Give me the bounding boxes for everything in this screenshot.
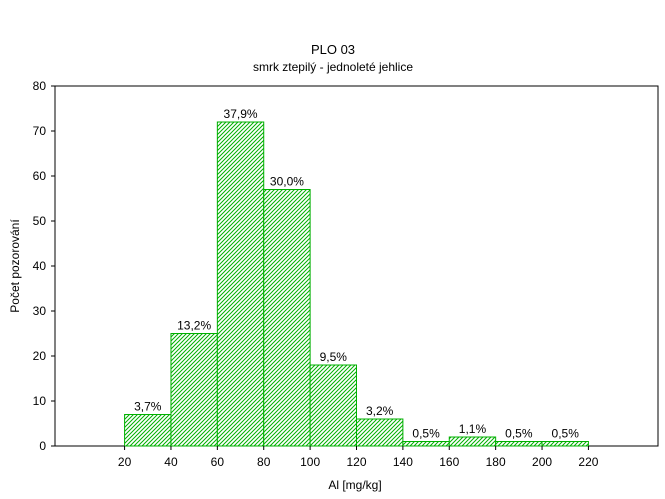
- histogram-bar: [356, 418, 404, 447]
- x-tick-label: 180: [486, 455, 506, 469]
- y-axis-label: Počet pozorování: [8, 219, 22, 313]
- y-tick-label: 0: [39, 439, 46, 453]
- bar-percent-label: 3,2%: [366, 404, 394, 418]
- x-tick-label: 20: [118, 455, 132, 469]
- y-tick-label: 80: [33, 79, 47, 93]
- bar-percent-label: 0,5%: [412, 427, 440, 441]
- histogram-bar: [170, 333, 218, 447]
- x-tick-label: 40: [164, 455, 178, 469]
- y-tick-label: 70: [33, 124, 47, 138]
- x-tick-label: 160: [439, 455, 459, 469]
- bar-percent-label: 0,5%: [505, 427, 533, 441]
- bar-percent-label: 1,1%: [459, 422, 487, 436]
- y-tick-label: 10: [33, 394, 47, 408]
- histogram-bar: [448, 436, 497, 447]
- y-tick-label: 60: [33, 169, 47, 183]
- x-axis: 20 40 60 80 100 120 140 160 180 200 220: [118, 446, 599, 469]
- histogram-bar: [216, 121, 265, 447]
- histogram-bar: [124, 414, 172, 447]
- x-tick-label: 140: [393, 455, 413, 469]
- y-tick-label: 40: [33, 259, 47, 273]
- histogram-bar: [495, 441, 543, 447]
- bars-group: [124, 121, 589, 447]
- histogram-bar: [309, 364, 358, 447]
- bar-percent-label: 0,5%: [552, 427, 580, 441]
- chart-subtitle: smrk ztepilý - jednoleté jehlice: [253, 60, 413, 74]
- y-tick-label: 20: [33, 349, 47, 363]
- y-tick-label: 50: [33, 214, 47, 228]
- y-axis: 0 10 20 30 40 50 60 70 80: [33, 79, 55, 453]
- chart-title: PLO 03: [311, 42, 355, 57]
- bar-percent-label: 30,0%: [270, 175, 304, 189]
- y-tick-label: 30: [33, 304, 47, 318]
- histogram-bar: [402, 441, 450, 447]
- bar-percent-label: 3,7%: [134, 400, 162, 414]
- x-tick-label: 100: [300, 455, 320, 469]
- x-tick-label: 60: [211, 455, 225, 469]
- x-tick-label: 200: [532, 455, 552, 469]
- bar-percent-label: 9,5%: [320, 350, 348, 364]
- x-tick-label: 220: [578, 455, 598, 469]
- bar-percent-label: 13,2%: [177, 319, 211, 333]
- bar-labels-group: 3,7% 13,2% 37,9% 30,0% 9,5% 3,2% 0,5% 1,1% 0,5% 0…: [134, 107, 579, 441]
- bar-percent-label: 37,9%: [224, 107, 258, 121]
- x-axis-label: Al [mg/kg]: [328, 478, 381, 492]
- x-tick-label: 80: [257, 455, 271, 469]
- x-tick-label: 120: [346, 455, 366, 469]
- histogram-bar: [541, 441, 589, 447]
- histogram-bar: [263, 189, 311, 447]
